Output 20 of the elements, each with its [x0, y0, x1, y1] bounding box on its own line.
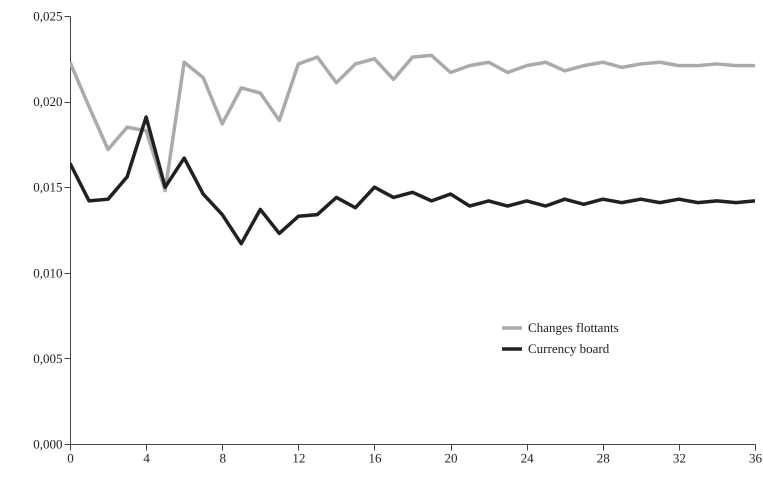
x-tick-label: 8 [219, 450, 226, 466]
y-tick-label: 0,020 [33, 94, 62, 110]
x-tick-label: 28 [596, 450, 610, 466]
line-series [70, 115, 755, 246]
legend-label: Currency board [528, 341, 610, 356]
x-tick-label: 24 [520, 450, 534, 466]
x-tick-label: 4 [143, 450, 150, 466]
y-tick-label: 0,000 [33, 436, 62, 452]
y-tick-label: 0,015 [33, 180, 62, 195]
y-tick-label: 0,025 [33, 8, 62, 24]
x-tick-label: 32 [672, 450, 686, 466]
x-tick-label: 0 [67, 450, 74, 466]
x-tick-label: 36 [749, 450, 762, 466]
x-tick-label: 20 [444, 450, 458, 466]
x-tick-label: 16 [368, 450, 382, 466]
line-series [70, 54, 755, 192]
y-tick-label: 0,005 [33, 350, 62, 366]
x-tick-label: 12 [292, 450, 306, 466]
y-tick-label: 0,010 [33, 265, 62, 280]
legend-label: Changes flottants [528, 320, 619, 335]
